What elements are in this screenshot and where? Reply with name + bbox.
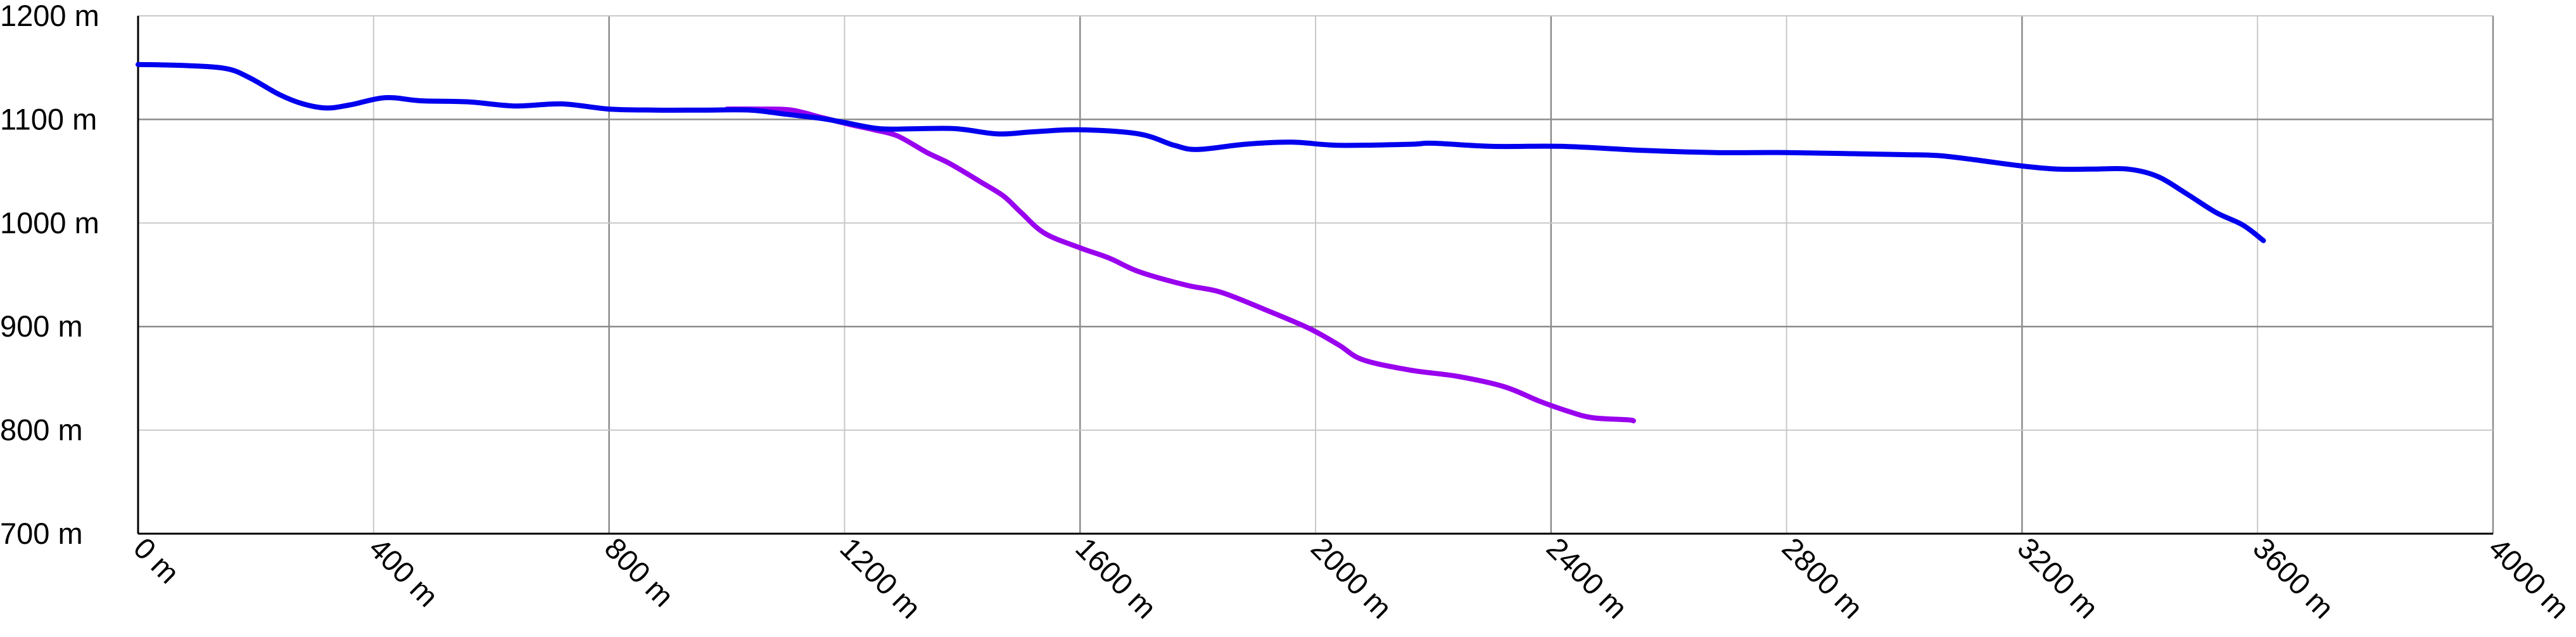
y-tick-labels: 700 m 800 m 900 m 1000 m 1100 m 1200 m	[0, 0, 99, 550]
series-lines	[136, 61, 2266, 423]
x-tick-label: 400 m	[363, 531, 445, 614]
y-tick-label: 1200 m	[0, 0, 99, 32]
y-tick-label: 900 m	[0, 309, 83, 343]
y-tick-label: 800 m	[0, 413, 83, 447]
x-tick-label: 3200 m	[2011, 531, 2105, 625]
y-tick-label: 1000 m	[0, 206, 99, 240]
x-tick-labels: 0 m 400 m 800 m 1200 m 1600 m 2000 m 2400 m 280…	[127, 531, 2576, 625]
x-tick-label: 2000 m	[1305, 531, 1399, 625]
x-tick-label: 4000 m	[2482, 531, 2576, 625]
x-tick-label: 2800 m	[1776, 531, 1870, 625]
y-tick-label: 700 m	[0, 517, 83, 550]
x-tick-label: 0 m	[127, 531, 186, 590]
x-tick-label: 1600 m	[1069, 531, 1163, 625]
x-tick-label: 2400 m	[1540, 531, 1634, 625]
axes	[137, 16, 2493, 535]
x-tick-label: 3600 m	[2247, 531, 2340, 625]
x-tick-label: 800 m	[599, 531, 681, 614]
y-tick-label: 1100 m	[0, 102, 97, 136]
x-tick-label: 1200 m	[834, 531, 927, 625]
series-line-1	[136, 61, 2266, 243]
